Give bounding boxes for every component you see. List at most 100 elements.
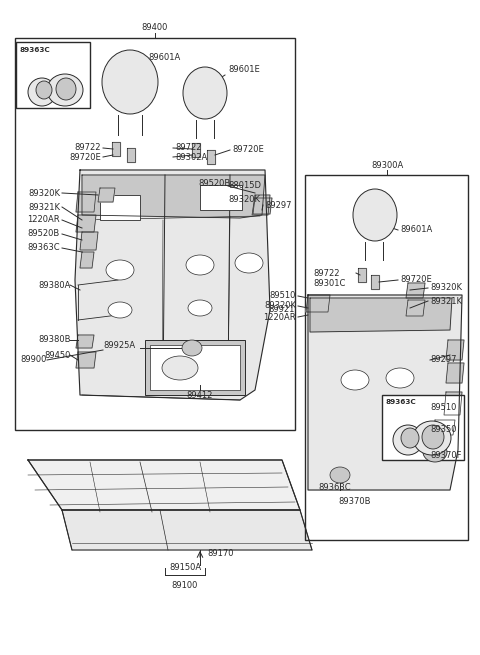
Polygon shape xyxy=(76,192,96,212)
Text: 89520B: 89520B xyxy=(198,179,230,187)
Polygon shape xyxy=(82,175,265,218)
Text: 89363C: 89363C xyxy=(20,47,51,53)
Ellipse shape xyxy=(47,74,83,106)
Polygon shape xyxy=(80,252,94,268)
Ellipse shape xyxy=(422,425,444,449)
Polygon shape xyxy=(76,335,94,348)
Text: 89363C: 89363C xyxy=(386,399,417,405)
Text: 89601A: 89601A xyxy=(148,52,180,62)
Text: 89363C: 89363C xyxy=(318,483,350,493)
Ellipse shape xyxy=(106,260,134,280)
Text: 89900: 89900 xyxy=(20,356,47,364)
Polygon shape xyxy=(306,295,330,312)
Text: 89601E: 89601E xyxy=(228,66,260,75)
Ellipse shape xyxy=(182,340,202,356)
Text: 89100: 89100 xyxy=(172,580,198,590)
Polygon shape xyxy=(444,392,462,415)
Ellipse shape xyxy=(393,425,423,455)
Ellipse shape xyxy=(353,189,397,241)
Polygon shape xyxy=(127,148,135,162)
Polygon shape xyxy=(28,460,300,510)
Text: 89302A: 89302A xyxy=(175,153,207,162)
Text: 89520B: 89520B xyxy=(28,229,60,238)
Ellipse shape xyxy=(186,255,214,275)
Bar xyxy=(100,195,140,220)
Polygon shape xyxy=(76,215,96,232)
Ellipse shape xyxy=(235,253,263,273)
Bar xyxy=(305,175,468,540)
Ellipse shape xyxy=(386,368,414,388)
Ellipse shape xyxy=(188,300,212,316)
Polygon shape xyxy=(112,142,120,156)
Ellipse shape xyxy=(413,421,451,455)
Polygon shape xyxy=(446,340,464,360)
Text: 89297: 89297 xyxy=(430,356,456,364)
Text: 89363C: 89363C xyxy=(27,244,60,252)
Bar xyxy=(15,38,295,430)
Text: 89300A: 89300A xyxy=(371,160,403,170)
Polygon shape xyxy=(310,298,452,332)
Polygon shape xyxy=(406,283,425,298)
Polygon shape xyxy=(75,170,270,400)
Bar xyxy=(145,340,245,395)
Text: 89601A: 89601A xyxy=(400,225,432,234)
Text: 89925A: 89925A xyxy=(103,341,135,350)
Text: 89320K: 89320K xyxy=(430,284,462,293)
Text: 89921: 89921 xyxy=(268,305,294,314)
Polygon shape xyxy=(62,510,312,550)
Text: 89510: 89510 xyxy=(430,403,456,413)
Ellipse shape xyxy=(56,78,76,100)
Text: 89720E: 89720E xyxy=(69,153,101,162)
Ellipse shape xyxy=(162,356,198,380)
Text: 89321K: 89321K xyxy=(430,297,462,305)
Text: 88015D: 88015D xyxy=(228,181,261,191)
Text: 89450: 89450 xyxy=(44,350,71,360)
Ellipse shape xyxy=(341,370,369,390)
Polygon shape xyxy=(76,352,96,368)
Text: 1220AR: 1220AR xyxy=(264,312,296,322)
Polygon shape xyxy=(446,363,464,383)
Polygon shape xyxy=(406,300,425,316)
Ellipse shape xyxy=(102,50,158,114)
Text: 89301C: 89301C xyxy=(313,278,346,288)
Polygon shape xyxy=(308,295,462,490)
Text: 89370F: 89370F xyxy=(430,451,461,460)
Text: 89320K: 89320K xyxy=(228,195,260,204)
Polygon shape xyxy=(207,150,215,164)
Polygon shape xyxy=(253,198,272,214)
Text: 89320K: 89320K xyxy=(28,189,60,198)
Text: 89380A: 89380A xyxy=(38,280,71,290)
Text: 89720E: 89720E xyxy=(400,276,432,284)
Ellipse shape xyxy=(330,467,350,483)
Polygon shape xyxy=(98,188,115,202)
Ellipse shape xyxy=(401,428,419,448)
Text: 89321K: 89321K xyxy=(28,202,60,212)
Text: 89320K: 89320K xyxy=(264,301,296,310)
Ellipse shape xyxy=(183,67,227,119)
Text: 89370B: 89370B xyxy=(339,498,371,506)
Text: 89150A: 89150A xyxy=(169,563,201,572)
Text: 89170: 89170 xyxy=(207,550,233,559)
Text: 89722: 89722 xyxy=(313,269,339,278)
Bar xyxy=(150,345,240,390)
Bar xyxy=(200,185,242,210)
Ellipse shape xyxy=(108,302,132,318)
Ellipse shape xyxy=(423,442,447,462)
Bar xyxy=(16,42,90,108)
Text: 1220AR: 1220AR xyxy=(27,215,60,225)
Text: 89400: 89400 xyxy=(142,24,168,33)
Polygon shape xyxy=(192,143,200,157)
Text: 89722: 89722 xyxy=(175,143,202,153)
Text: 89510: 89510 xyxy=(270,291,296,301)
Polygon shape xyxy=(358,268,366,282)
Ellipse shape xyxy=(36,81,52,99)
Text: 89720E: 89720E xyxy=(232,145,264,155)
Polygon shape xyxy=(252,195,270,215)
Text: 89412: 89412 xyxy=(187,390,213,400)
Text: 89722: 89722 xyxy=(74,143,101,153)
Polygon shape xyxy=(28,460,300,510)
Bar xyxy=(382,395,464,460)
Ellipse shape xyxy=(28,78,56,106)
Text: 89297: 89297 xyxy=(265,200,291,210)
Polygon shape xyxy=(371,275,379,289)
